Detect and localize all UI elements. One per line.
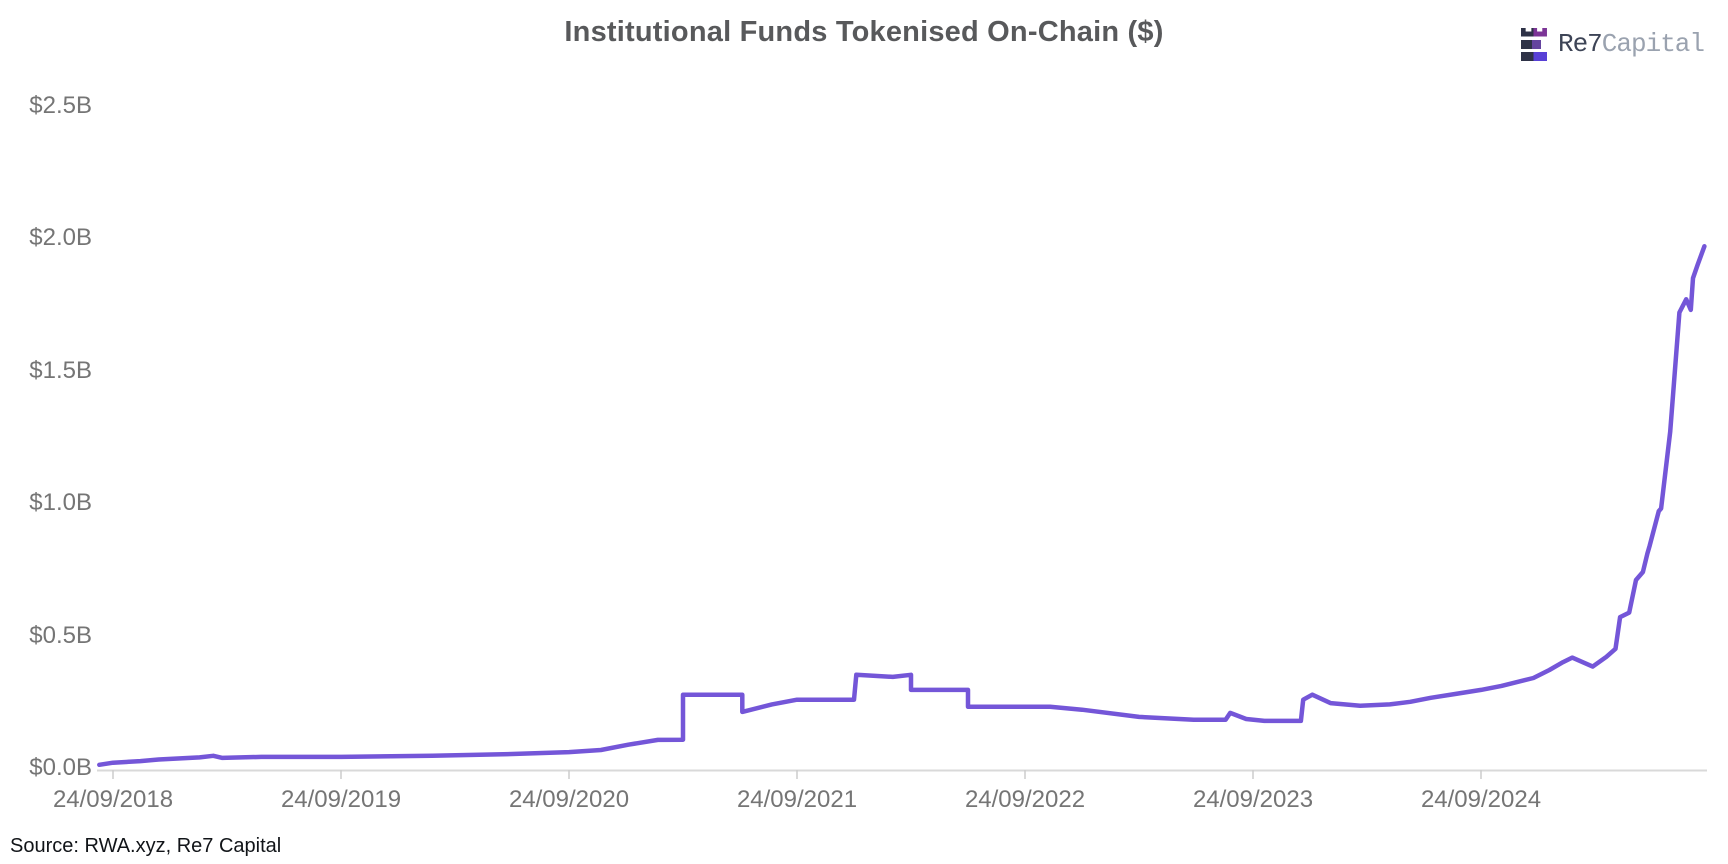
x-axis-ticks bbox=[112, 770, 1482, 779]
logo-bar-top bbox=[1520, 27, 1547, 37]
logo-text-capital: Capital bbox=[1601, 29, 1705, 59]
logo-text-re7: Re7 bbox=[1557, 29, 1603, 59]
re7-capital-logo: Re7Capital bbox=[1520, 26, 1705, 62]
logo-text: Re7Capital bbox=[1557, 29, 1705, 59]
re7-capital-logo-icon bbox=[1520, 27, 1547, 61]
chart-title: Institutional Funds Tokenised On-Chain (… bbox=[564, 16, 1164, 48]
tokenised-funds-line-series bbox=[97, 244, 1707, 768]
source-note: Source: RWA.xyz, Re7 Capital bbox=[10, 835, 282, 857]
logo-bar-middle bbox=[1520, 39, 1541, 49]
logo-bar-bottom bbox=[1520, 51, 1547, 61]
